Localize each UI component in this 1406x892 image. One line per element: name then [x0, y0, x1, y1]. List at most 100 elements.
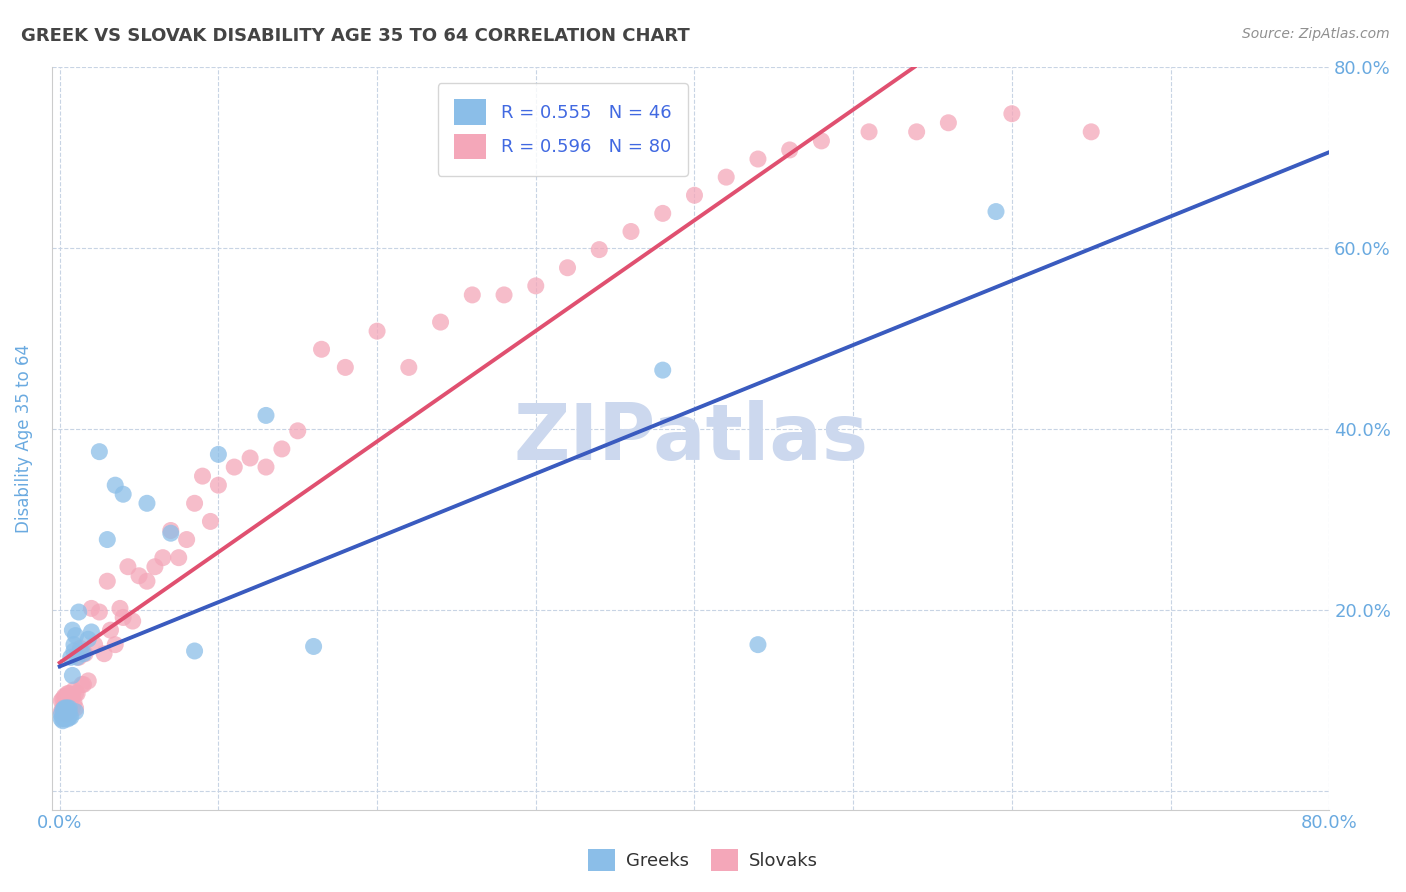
Point: [65, 701, 87, 715]
Point: [58, 687, 80, 701]
Point: [93, 647, 115, 661]
Point: [53, 712, 76, 726]
Point: [207, 447, 229, 461]
Point: [58, 701, 80, 715]
Point: [56, 687, 79, 701]
Point: [53, 698, 76, 713]
Point: [59, 701, 82, 715]
Point: [56, 712, 79, 726]
Point: [51, 694, 73, 708]
Point: [60, 701, 83, 715]
Point: [200, 515, 222, 529]
Point: [55, 690, 77, 704]
Point: [80, 601, 103, 615]
Point: [58, 696, 80, 710]
Point: [51, 705, 73, 719]
Point: [53, 705, 76, 719]
Point: [72, 677, 94, 691]
Legend: R = 0.555   N = 46, R = 0.596   N = 80: R = 0.555 N = 46, R = 0.596 N = 80: [437, 83, 688, 176]
Point: [51, 707, 73, 722]
Point: [59, 650, 82, 665]
Point: [239, 450, 262, 465]
Point: [128, 568, 150, 582]
Point: [66, 650, 89, 665]
Point: [75, 647, 97, 661]
Point: [53, 710, 76, 724]
Point: [72, 647, 94, 661]
Point: [461, 288, 484, 302]
Point: [905, 125, 928, 139]
Point: [66, 687, 89, 701]
Point: [176, 533, 198, 547]
Y-axis label: Disability Age 35 to 64: Disability Age 35 to 64: [15, 343, 32, 533]
Point: [63, 696, 86, 710]
Point: [67, 650, 90, 665]
Point: [810, 134, 832, 148]
Point: [56, 710, 79, 724]
Point: [183, 644, 205, 658]
Point: [747, 152, 769, 166]
Point: [492, 288, 515, 302]
Point: [311, 343, 333, 357]
Point: [65, 629, 87, 643]
Point: [77, 673, 100, 688]
Point: [167, 550, 190, 565]
Point: [55, 705, 77, 719]
Point: [65, 687, 87, 701]
Point: [63, 682, 86, 697]
Point: [588, 243, 610, 257]
Point: [96, 574, 118, 589]
Point: [270, 442, 292, 456]
Point: [335, 360, 357, 375]
Point: [89, 444, 111, 458]
Point: [60, 623, 83, 637]
Point: [143, 559, 166, 574]
Point: [55, 696, 77, 710]
Point: [56, 696, 79, 710]
Text: Source: ZipAtlas.com: Source: ZipAtlas.com: [1241, 27, 1389, 41]
Point: [302, 640, 325, 654]
Point: [69, 644, 91, 658]
Point: [69, 641, 91, 656]
Point: [938, 116, 960, 130]
Point: [191, 469, 214, 483]
Point: [117, 559, 139, 574]
Point: [53, 690, 76, 704]
Point: [77, 632, 100, 647]
Point: [55, 707, 77, 722]
Point: [366, 324, 388, 338]
Point: [620, 225, 643, 239]
Point: [58, 705, 80, 719]
Point: [254, 409, 277, 423]
Point: [224, 460, 246, 475]
Point: [60, 690, 83, 704]
Text: GREEK VS SLOVAK DISABILITY AGE 35 TO 64 CORRELATION CHART: GREEK VS SLOVAK DISABILITY AGE 35 TO 64 …: [21, 27, 690, 45]
Point: [136, 496, 159, 510]
Point: [152, 550, 174, 565]
Point: [121, 614, 143, 628]
Point: [55, 710, 77, 724]
Point: [779, 143, 801, 157]
Point: [65, 705, 87, 719]
Point: [51, 712, 73, 726]
Point: [56, 703, 79, 717]
Point: [59, 690, 82, 704]
Point: [159, 526, 181, 541]
Point: [159, 524, 181, 538]
Point: [747, 638, 769, 652]
Point: [67, 605, 90, 619]
Point: [1001, 106, 1024, 120]
Point: [524, 278, 547, 293]
Point: [55, 701, 77, 715]
Point: [60, 668, 83, 682]
Point: [58, 710, 80, 724]
Point: [112, 610, 135, 624]
Point: [108, 601, 131, 615]
Point: [651, 363, 673, 377]
Point: [254, 460, 277, 475]
Point: [183, 496, 205, 510]
Point: [63, 644, 86, 658]
Point: [287, 424, 309, 438]
Point: [52, 701, 75, 715]
Point: [100, 623, 122, 637]
